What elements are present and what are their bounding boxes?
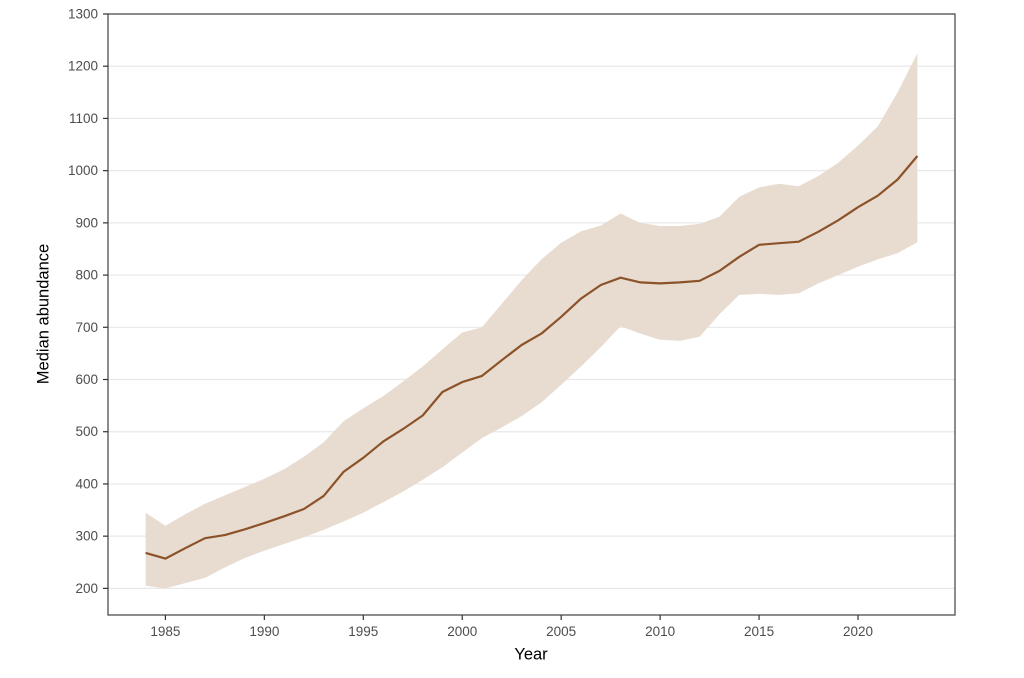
confidence-ribbon bbox=[145, 53, 918, 589]
x-axis-title: Year bbox=[514, 645, 548, 664]
x-tick-label: 2000 bbox=[447, 624, 477, 639]
x-tick-label: 1990 bbox=[249, 624, 279, 639]
median-line bbox=[145, 155, 919, 560]
y-tick-label: 800 bbox=[75, 268, 98, 283]
y-tick-label: 1200 bbox=[68, 59, 98, 74]
x-tick-label: 1995 bbox=[348, 624, 378, 639]
y-tick-label: 1300 bbox=[68, 7, 98, 22]
x-tick-label: 2015 bbox=[744, 624, 774, 639]
panel-border bbox=[107, 13, 956, 616]
y-tick-label: 500 bbox=[75, 424, 98, 439]
x-tick-label: 1985 bbox=[150, 624, 180, 639]
y-tick-label: 1000 bbox=[68, 163, 98, 178]
y-axis-title: Median abundance bbox=[34, 243, 53, 385]
y-tick-label: 700 bbox=[75, 320, 98, 335]
y-tick-label: 400 bbox=[75, 476, 98, 491]
y-tick-label: 900 bbox=[75, 215, 98, 230]
x-tick-label: 2010 bbox=[645, 624, 675, 639]
x-tick-label: 2020 bbox=[843, 624, 873, 639]
y-tick-label: 600 bbox=[75, 372, 98, 387]
y-tick-label: 1100 bbox=[69, 111, 98, 126]
y-tick-label: 300 bbox=[75, 529, 98, 544]
y-tick-label: 200 bbox=[75, 581, 98, 596]
x-tick-label: 2005 bbox=[546, 624, 576, 639]
